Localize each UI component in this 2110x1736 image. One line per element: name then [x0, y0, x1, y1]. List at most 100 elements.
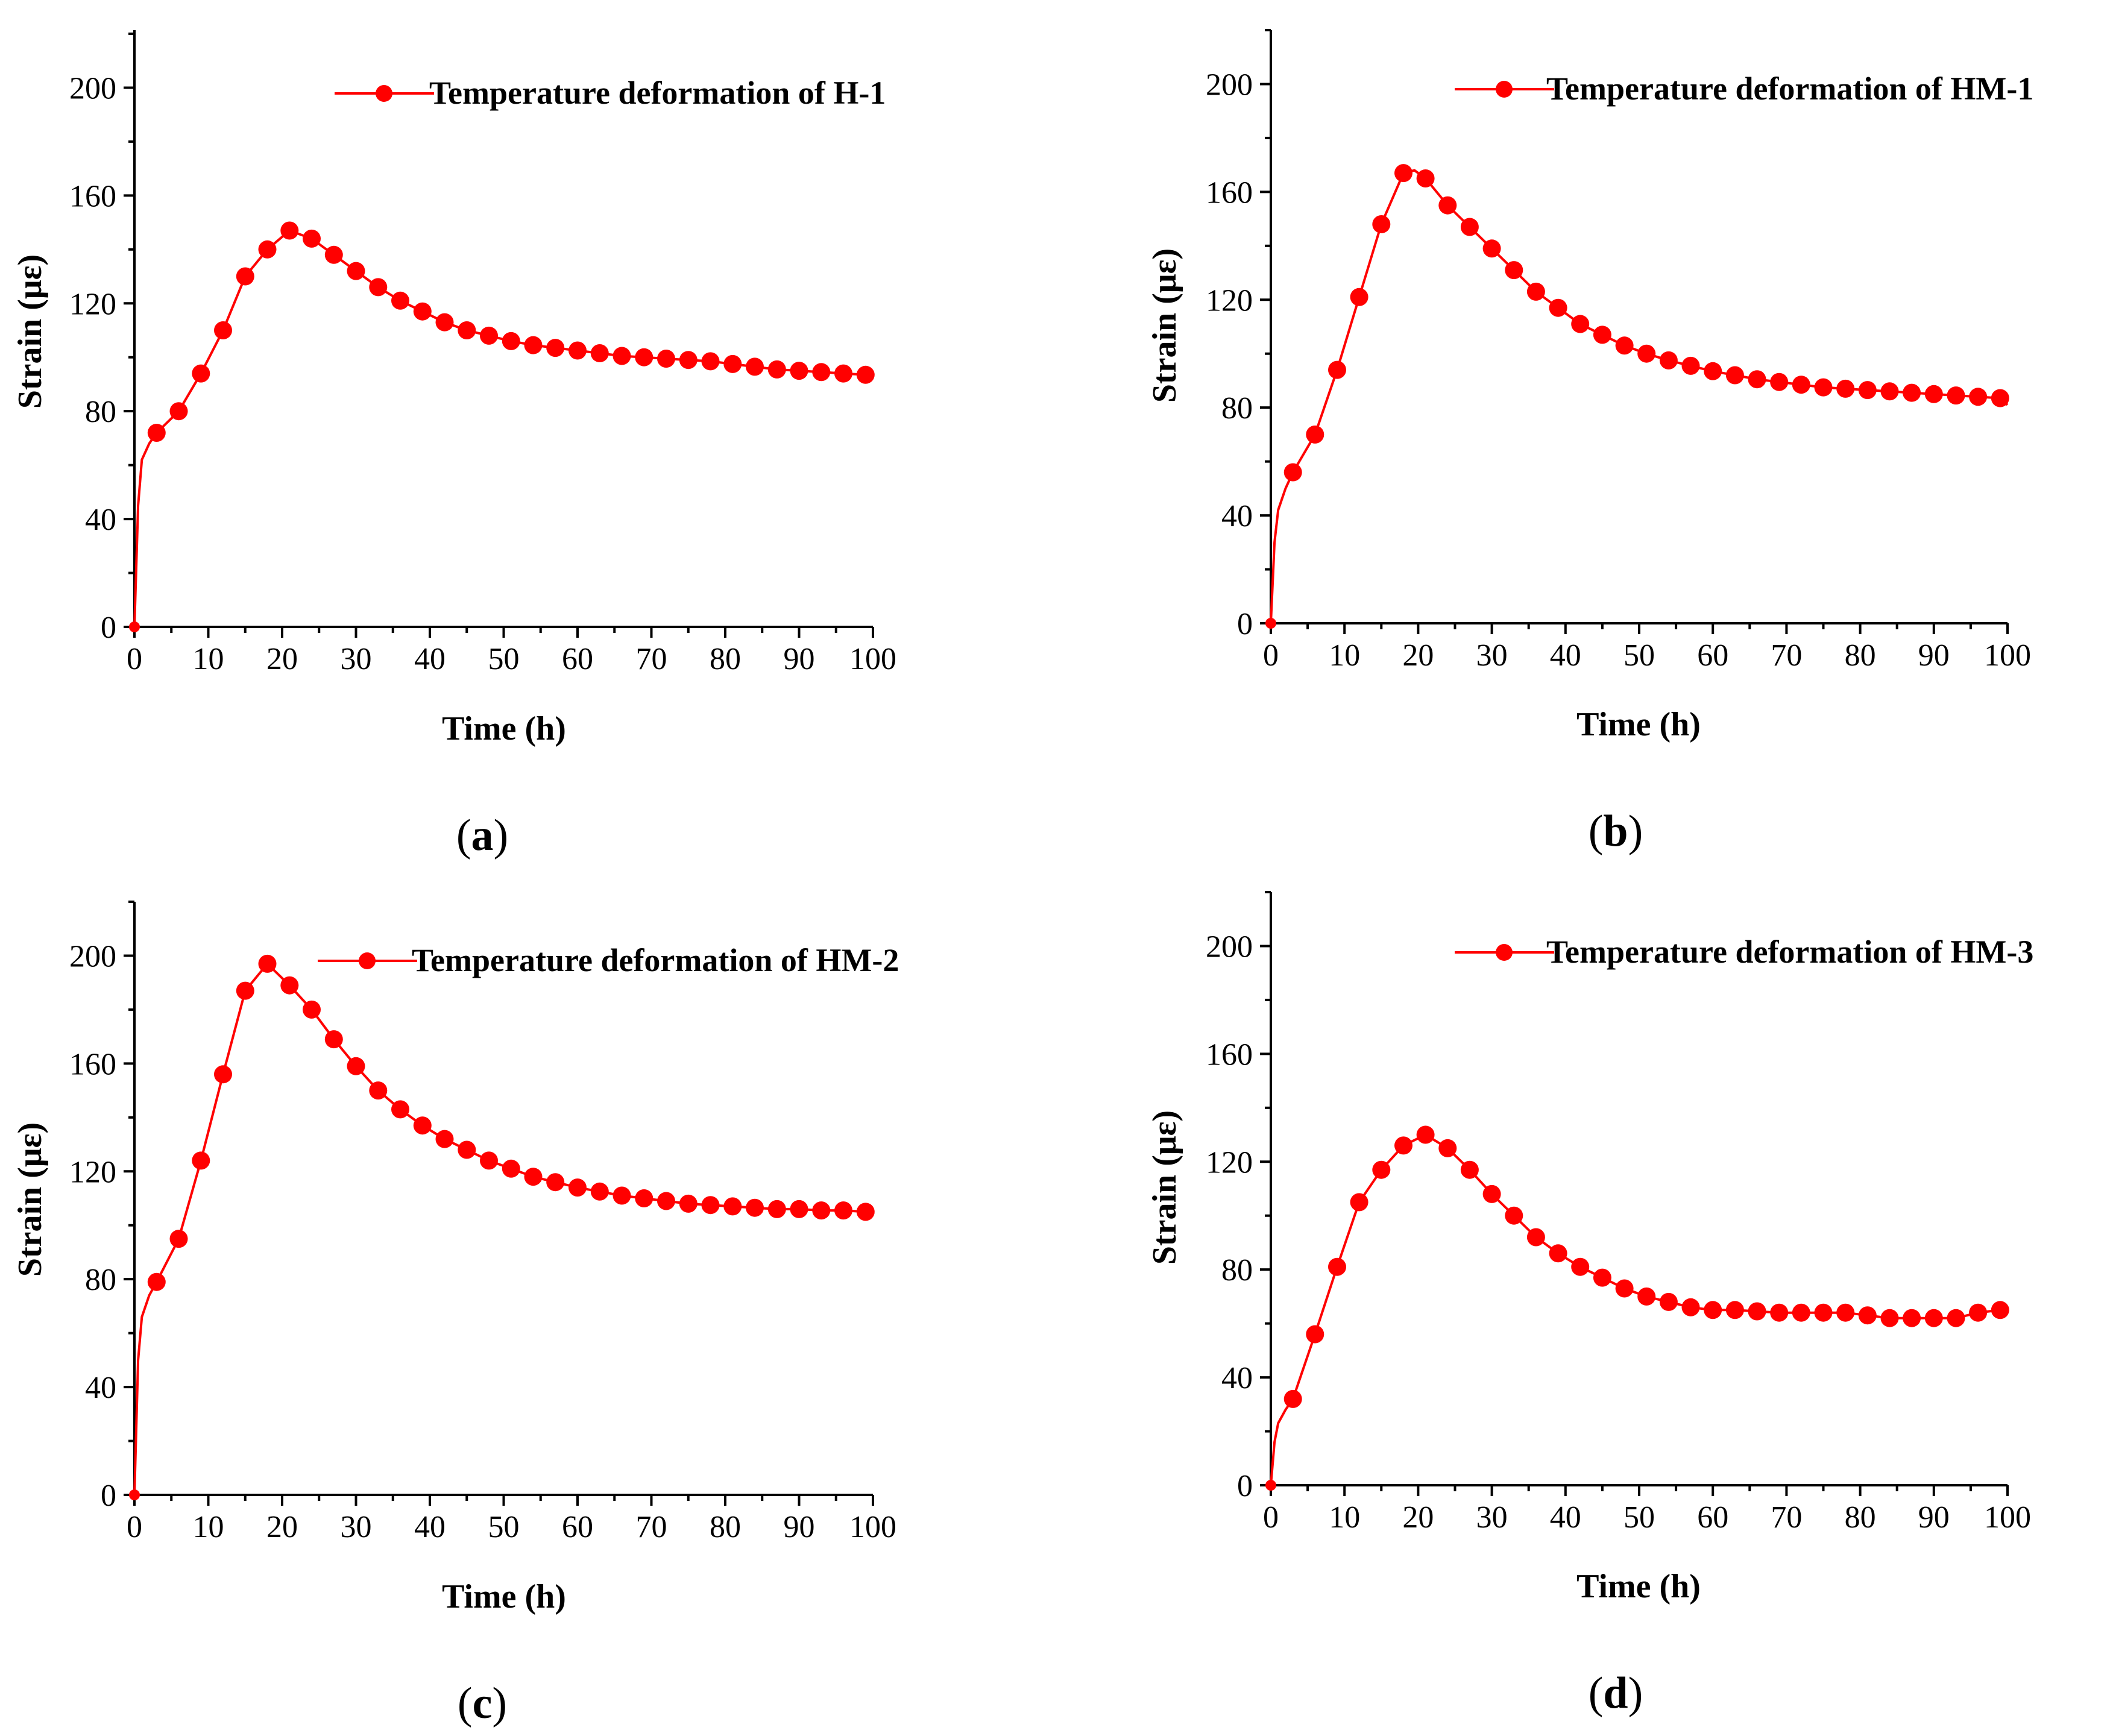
- data-point: [214, 321, 232, 339]
- panel-label: (b): [1589, 807, 1643, 856]
- data-point: [413, 302, 432, 321]
- axes-ticks: 0 10 20 30 40 50 60 70 80 90 100 0 40 80 120 160 200: [1206, 891, 2031, 1535]
- data-point: [258, 240, 277, 259]
- data-point: [435, 313, 454, 332]
- data-point: [1903, 383, 1921, 402]
- data-point: [391, 1100, 409, 1119]
- data-point: [1438, 196, 1457, 215]
- x-tick-label: 20: [266, 1510, 298, 1544]
- y-tick-label: 160: [69, 1047, 116, 1081]
- data-point: [147, 1272, 166, 1291]
- data-point: [590, 344, 609, 362]
- legend-label: Temperature deformation of HM-2: [412, 942, 899, 978]
- data-point: [1858, 381, 1877, 400]
- x-tick-label: 70: [1771, 1500, 1802, 1535]
- data-point: [657, 350, 675, 368]
- series-line: [1270, 1133, 2008, 1486]
- data-point: [856, 365, 875, 384]
- x-tick-label: 90: [784, 642, 815, 676]
- data-point: [214, 1065, 232, 1084]
- data-point: [546, 339, 565, 357]
- data-point: [1350, 1193, 1368, 1212]
- data-point: [1328, 1257, 1346, 1276]
- data-point: [679, 351, 698, 370]
- x-tick-label: 50: [488, 642, 520, 676]
- data-point: [524, 1168, 543, 1186]
- y-tick-label: 160: [1206, 1037, 1253, 1072]
- x-tick-label: 60: [562, 1510, 593, 1544]
- x-tick-label: 70: [636, 642, 667, 676]
- data-point: [1725, 1301, 1744, 1319]
- data-point: [635, 1189, 653, 1207]
- y-tick-label: 0: [1237, 1469, 1253, 1503]
- x-tick-label: 50: [1623, 638, 1655, 673]
- legend-marker: [1496, 944, 1513, 961]
- data-point: [1880, 1309, 1899, 1327]
- data-point: [1350, 288, 1368, 306]
- data-point: [701, 1196, 720, 1215]
- data-point: [1858, 1306, 1877, 1325]
- x-axis-title: Time (h): [442, 710, 566, 747]
- x-axis-title: Time (h): [1576, 706, 1701, 743]
- y-tick-label: 40: [85, 1371, 116, 1405]
- series-layer: [129, 954, 875, 1500]
- data-point: [169, 1230, 188, 1248]
- data-point: [1306, 1325, 1324, 1344]
- y-tick-label: 120: [69, 1155, 116, 1189]
- x-tick-label: 60: [562, 642, 593, 676]
- x-axis-title: Time (h): [1576, 1568, 1701, 1605]
- x-tick-label: 30: [1476, 1500, 1508, 1535]
- data-point: [1265, 1480, 1276, 1491]
- x-tick-label: 40: [1550, 1500, 1581, 1535]
- data-point: [1991, 389, 2009, 407]
- data-point: [790, 1200, 808, 1218]
- data-point: [1947, 1309, 1965, 1327]
- y-tick-label: 200: [1206, 68, 1253, 102]
- data-point: [1505, 261, 1523, 280]
- data-point: [1526, 1228, 1545, 1247]
- data-point: [192, 364, 210, 383]
- y-tick-label: 0: [1237, 607, 1253, 641]
- data-point: [1571, 315, 1590, 333]
- data-point: [1924, 1309, 1943, 1327]
- data-point: [1704, 362, 1722, 380]
- data-point: [369, 278, 388, 297]
- data-point: [1792, 376, 1810, 394]
- x-tick-label: 40: [1550, 638, 1581, 673]
- data-point: [1637, 1287, 1656, 1306]
- data-point: [1283, 1389, 1302, 1408]
- data-point: [280, 976, 299, 995]
- data-point: [1880, 382, 1899, 401]
- data-point: [347, 1057, 365, 1075]
- y-tick-label: 200: [1206, 929, 1253, 964]
- data-point: [657, 1192, 675, 1210]
- data-point: [1681, 356, 1700, 375]
- data-point: [1725, 366, 1744, 385]
- data-point: [834, 1201, 852, 1220]
- data-point: [790, 362, 808, 380]
- data-point: [1265, 618, 1276, 629]
- data-point: [391, 291, 409, 310]
- data-point: [324, 1030, 343, 1049]
- y-tick-label: 80: [85, 1263, 116, 1297]
- data-point: [347, 262, 365, 280]
- y-axis-title: Strain (με): [1146, 1110, 1183, 1265]
- data-point: [1792, 1303, 1810, 1322]
- data-point: [258, 954, 277, 973]
- data-point: [1836, 379, 1855, 398]
- data-point: [1328, 360, 1346, 379]
- data-point: [324, 245, 343, 264]
- data-point: [1283, 463, 1302, 482]
- legend: Temperature deformation of HM-3: [1455, 934, 2033, 970]
- series-line: [133, 961, 873, 1495]
- data-point: [746, 1198, 764, 1217]
- data-point: [1394, 164, 1412, 183]
- data-point: [812, 363, 831, 382]
- data-point: [1969, 388, 1988, 406]
- x-axis-title: Time (h): [442, 1578, 566, 1615]
- data-point: [169, 402, 188, 421]
- data-point: [1659, 1292, 1678, 1311]
- x-tick-label: 100: [1984, 638, 2031, 673]
- data-point: [723, 354, 742, 373]
